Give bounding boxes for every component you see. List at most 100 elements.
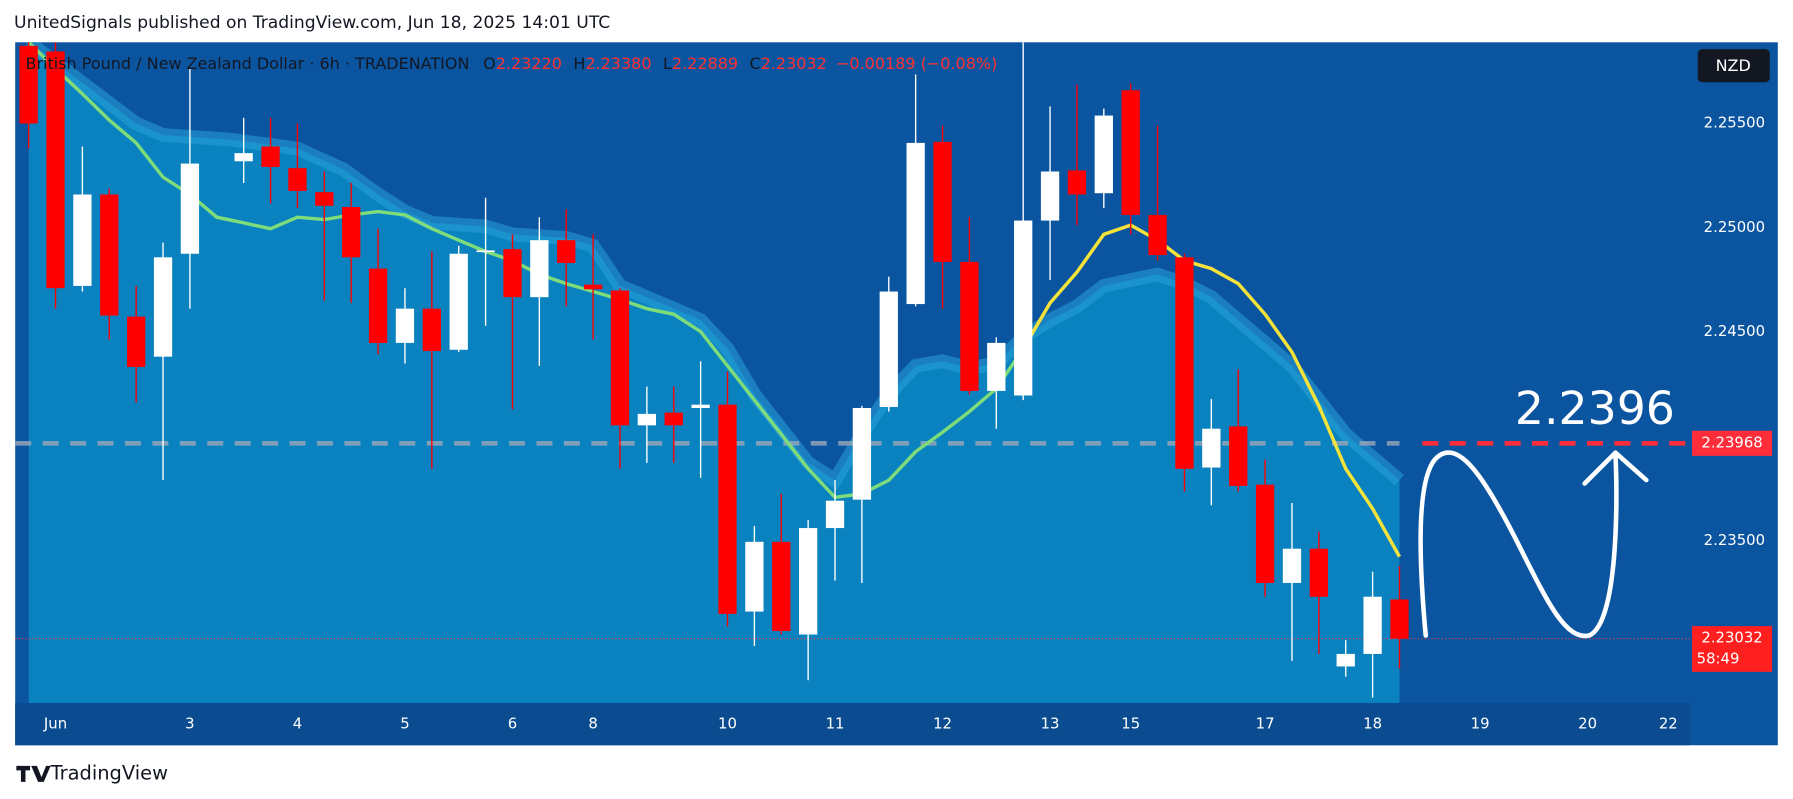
x-tick-label: 18 — [1363, 715, 1382, 733]
x-tick-label: 13 — [1041, 715, 1060, 733]
ohlc-key: O — [483, 54, 496, 73]
y-tick-label: 2.25500 — [1704, 113, 1765, 131]
candle-body — [530, 240, 549, 298]
candle-body — [557, 240, 576, 263]
candle-body — [1309, 548, 1328, 597]
candle-body — [772, 541, 791, 631]
candle-body — [288, 168, 307, 191]
y-tick-label: 2.23500 — [1704, 531, 1765, 549]
last-price-label: 2.23032 — [1701, 629, 1762, 647]
x-tick-label: 22 — [1659, 715, 1678, 733]
candle-body — [664, 412, 683, 426]
ohlc-key: L — [663, 54, 672, 73]
candle-body — [1014, 220, 1033, 396]
candle-body — [73, 194, 92, 286]
footer: TradingView — [50, 761, 168, 784]
candle-body — [583, 284, 603, 290]
x-tick-label: 12 — [933, 715, 952, 733]
candle-body — [19, 45, 38, 124]
ohlc-value: 2.23032 — [761, 54, 827, 73]
annotation: 2.2396 — [1515, 382, 1675, 435]
candle-body — [100, 194, 119, 316]
band-fill — [28, 42, 1400, 703]
candle-body — [960, 261, 979, 391]
logo: TradingView — [16, 761, 168, 784]
x-tick-label: 3 — [185, 715, 194, 733]
candle-body — [1363, 596, 1382, 654]
x-tick-label: 8 — [588, 715, 597, 733]
moving-average — [1021, 223, 1401, 558]
x-tick-label: 10 — [718, 715, 737, 733]
currency-label: NZD — [1716, 56, 1751, 75]
candle-body — [825, 500, 845, 529]
x-tick-label: 15 — [1121, 715, 1140, 733]
ohlc-key: H — [573, 54, 585, 73]
candle-body — [1067, 170, 1087, 195]
candle-body — [476, 250, 495, 253]
ohlc-value: 2.22889 — [672, 54, 738, 73]
logo-icon — [16, 765, 51, 782]
ohlc-value: 2.23220 — [496, 54, 562, 73]
y-tick-label: 2.24500 — [1704, 322, 1765, 340]
candle-body — [342, 206, 361, 258]
candle-body — [127, 316, 146, 367]
x-tick-label: 19 — [1471, 715, 1490, 733]
candle-body — [234, 153, 253, 162]
x-tick-label: 5 — [400, 715, 409, 733]
candle-body — [503, 249, 522, 298]
candle-body — [987, 342, 1006, 391]
overlay: 2.2396 2.25500 2.25000 2.24500 2.23500 Jun 3 4 5… — [25, 49, 1773, 733]
x-tick-label: 11 — [826, 715, 845, 733]
candle-body — [798, 528, 818, 635]
header: UnitedSignals published on TradingView.c… — [14, 13, 610, 33]
symbol: British Pound / New Zealand Dollar · 6h … — [25, 54, 469, 73]
x-tick-label: 17 — [1256, 715, 1275, 733]
target-tag — [1692, 430, 1773, 456]
candle-body — [1336, 653, 1355, 667]
candle-body — [1148, 214, 1167, 256]
candle-body — [1255, 484, 1275, 583]
candle-body — [180, 163, 200, 254]
candle-body — [879, 291, 898, 407]
projection-curve — [1418, 450, 1649, 639]
candle-body — [1202, 428, 1221, 468]
candle-body — [1390, 599, 1409, 639]
ohlc-key: C — [749, 54, 760, 73]
candle-body — [933, 141, 952, 262]
x-tick-label: 20 — [1578, 715, 1597, 733]
candle-body — [745, 541, 764, 612]
candle-body — [691, 404, 710, 409]
candle-body — [1229, 426, 1248, 486]
x-tick-label: 4 — [293, 715, 302, 733]
candle-body — [153, 257, 173, 357]
last-price-tag — [1692, 626, 1773, 672]
candle-body — [718, 404, 737, 614]
candle-body — [449, 253, 468, 350]
candle-body — [395, 308, 415, 343]
band-edge — [24, 42, 1404, 490]
candle-body — [46, 51, 65, 289]
candle-body — [368, 268, 388, 343]
change: −0.00189 (−0.08%) — [836, 54, 997, 73]
candle-body — [1282, 548, 1302, 583]
legend: British Pound / New Zealand Dollar · 6h … — [25, 54, 997, 73]
countdown: 58:49 — [1697, 649, 1740, 667]
target-tag-label: 2.23968 — [1701, 433, 1762, 451]
plot — [15, 42, 1690, 703]
candle-body — [610, 290, 630, 426]
candle-body — [1040, 171, 1060, 221]
candle-body — [1094, 115, 1113, 194]
candle-body — [906, 142, 925, 305]
ohlc-value: 2.23380 — [585, 54, 651, 73]
x-tick-label: 6 — [508, 715, 517, 733]
y-tick-label: 2.25000 — [1704, 218, 1765, 236]
time-axis — [15, 702, 1690, 746]
candle-body — [852, 408, 872, 500]
candle-body — [261, 146, 280, 167]
candle-body — [1175, 257, 1194, 469]
candle-body — [315, 192, 334, 206]
candle-body — [1121, 90, 1140, 215]
candle-body — [637, 413, 657, 426]
candle-body — [422, 308, 441, 352]
